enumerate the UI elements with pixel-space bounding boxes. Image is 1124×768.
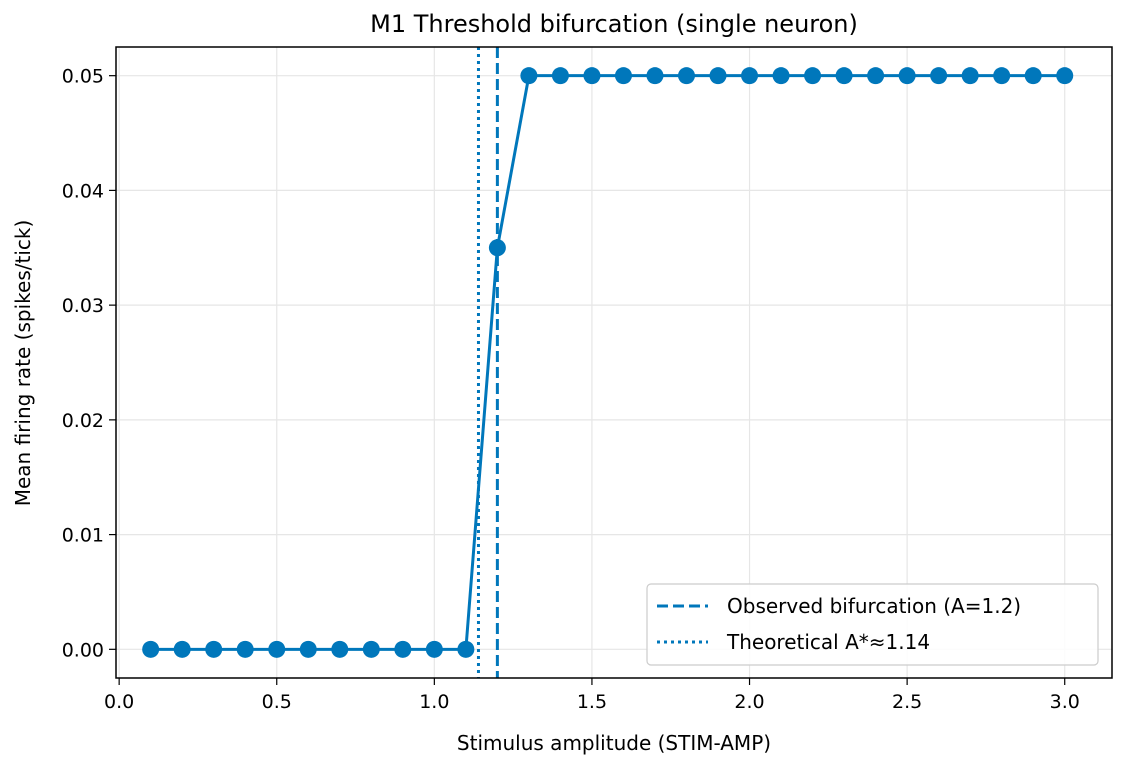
data-point xyxy=(867,67,885,85)
grid xyxy=(116,47,1112,678)
data-series xyxy=(142,67,1074,658)
data-point xyxy=(993,67,1011,85)
data-point xyxy=(362,640,380,658)
legend-label-observed: Observed bifurcation (A=1.2) xyxy=(727,594,1021,618)
x-tick-label: 0.0 xyxy=(104,691,134,713)
reference-lines xyxy=(476,47,499,678)
data-point xyxy=(425,640,443,658)
data-point xyxy=(142,640,160,658)
y-tick-label: 0.05 xyxy=(62,66,104,88)
data-point xyxy=(520,67,538,85)
x-tick-label: 1.5 xyxy=(577,691,607,713)
x-axis-label: Stimulus amplitude (STIM-AMP) xyxy=(457,731,771,755)
axis-ticks: 0.0 0.5 1.0 1.5 2.0 2.5 3.0 0.00 0.01 0.02 0.03 0.0… xyxy=(62,66,1080,713)
data-point xyxy=(236,640,254,658)
data-point xyxy=(551,67,569,85)
legend: Observed bifurcation (A=1.2) Theoretical… xyxy=(646,583,1099,666)
data-point xyxy=(1056,67,1074,85)
data-point xyxy=(394,640,412,658)
data-point xyxy=(488,239,506,257)
data-point xyxy=(709,67,727,85)
y-tick-label: 0.03 xyxy=(62,295,104,317)
data-point xyxy=(930,67,948,85)
data-point xyxy=(835,67,853,85)
x-tick-label: 2.5 xyxy=(892,691,922,713)
legend-label-theoretical: Theoretical A*≈1.14 xyxy=(726,630,930,654)
legend-box xyxy=(646,583,1099,666)
data-point xyxy=(741,67,759,85)
y-tick-label: 0.04 xyxy=(62,180,104,202)
y-tick-label: 0.01 xyxy=(62,525,104,547)
x-tick-label: 3.0 xyxy=(1050,691,1080,713)
series-line xyxy=(150,74,1065,651)
y-tick-label: 0.00 xyxy=(62,639,104,661)
data-point xyxy=(898,67,916,85)
data-point xyxy=(1024,67,1042,85)
data-point xyxy=(772,67,790,85)
data-point xyxy=(804,67,822,85)
chart-title: M1 Threshold bifurcation (single neuron) xyxy=(370,10,858,38)
data-point xyxy=(268,640,286,658)
y-axis-label: Mean firing rate (spikes/tick) xyxy=(11,220,35,507)
y-tick-label: 0.02 xyxy=(62,410,104,432)
data-point xyxy=(583,67,601,85)
data-point xyxy=(173,640,191,658)
data-point xyxy=(646,67,664,85)
x-tick-label: 0.5 xyxy=(262,691,292,713)
data-point xyxy=(457,640,475,658)
plot-frame xyxy=(115,46,1113,679)
x-tick-label: 1.0 xyxy=(419,691,449,713)
data-point xyxy=(331,640,349,658)
x-tick-label: 2.0 xyxy=(734,691,764,713)
data-point xyxy=(614,67,632,85)
data-point xyxy=(299,640,317,658)
data-point xyxy=(677,67,695,85)
data-point xyxy=(961,67,979,85)
data-point xyxy=(205,640,223,658)
